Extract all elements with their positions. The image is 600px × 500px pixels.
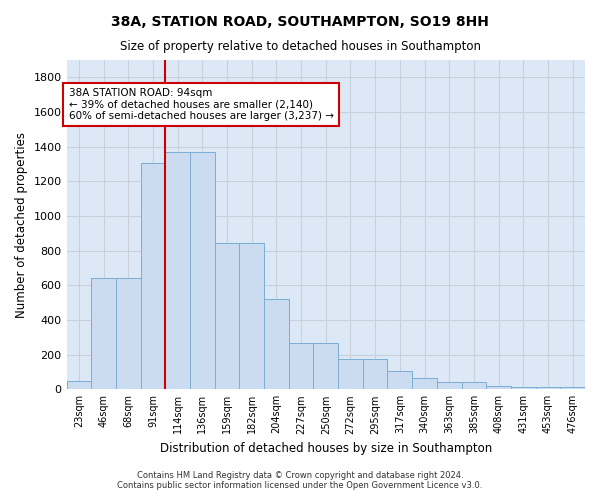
Bar — [363, 359, 388, 390]
Bar — [91, 278, 116, 390]
Bar — [289, 342, 313, 390]
Bar — [461, 382, 486, 390]
Bar — [264, 299, 289, 390]
Bar — [560, 386, 585, 390]
Text: Size of property relative to detached houses in Southampton: Size of property relative to detached ho… — [119, 40, 481, 53]
Bar — [388, 371, 412, 390]
Bar — [67, 380, 91, 390]
Bar — [486, 386, 511, 390]
Bar — [190, 152, 215, 390]
Bar — [313, 342, 338, 390]
Bar — [338, 359, 363, 390]
Bar — [412, 378, 437, 390]
Bar — [437, 382, 461, 390]
Bar — [536, 386, 560, 390]
Text: Contains HM Land Registry data © Crown copyright and database right 2024.
Contai: Contains HM Land Registry data © Crown c… — [118, 470, 482, 490]
X-axis label: Distribution of detached houses by size in Southampton: Distribution of detached houses by size … — [160, 442, 492, 455]
Text: 38A, STATION ROAD, SOUTHAMPTON, SO19 8HH: 38A, STATION ROAD, SOUTHAMPTON, SO19 8HH — [111, 15, 489, 29]
Bar — [165, 152, 190, 390]
Bar — [239, 243, 264, 390]
Bar — [140, 163, 165, 390]
Bar — [116, 278, 140, 390]
Bar — [511, 386, 536, 390]
Bar — [215, 243, 239, 390]
Text: 38A STATION ROAD: 94sqm
← 39% of detached houses are smaller (2,140)
60% of semi: 38A STATION ROAD: 94sqm ← 39% of detache… — [68, 88, 334, 121]
Y-axis label: Number of detached properties: Number of detached properties — [15, 132, 28, 318]
